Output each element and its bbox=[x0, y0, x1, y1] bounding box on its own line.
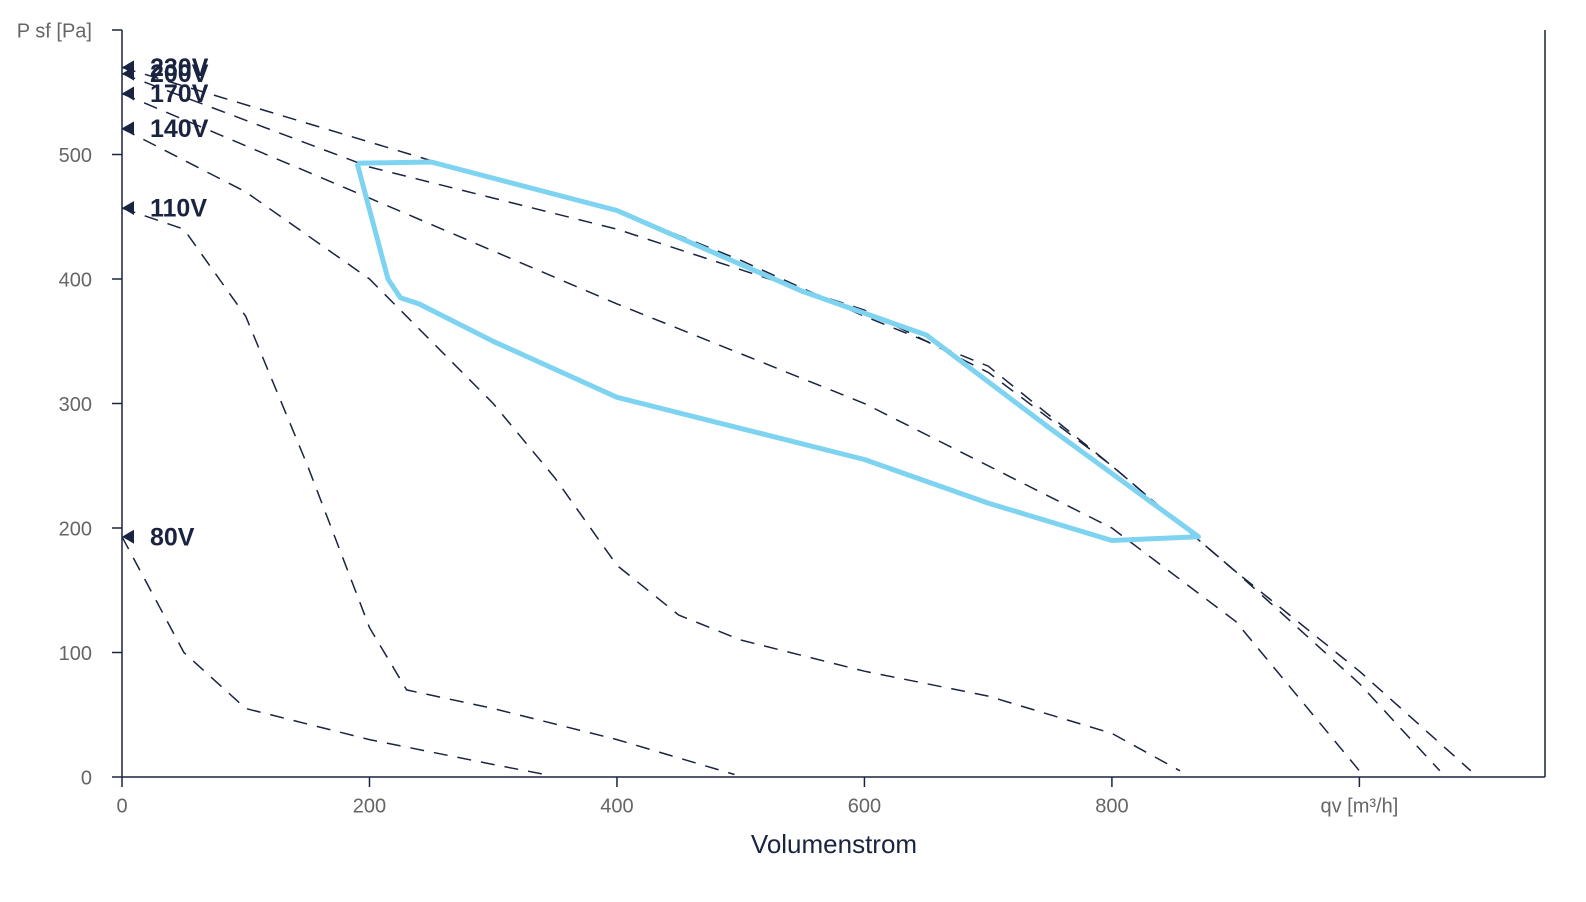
x-axis-label: Volumenstrom bbox=[751, 829, 917, 859]
curve-marker bbox=[122, 529, 134, 544]
curve-marker bbox=[122, 201, 134, 216]
y-tick-label: 400 bbox=[59, 269, 92, 291]
x-tick-label: 0 bbox=[116, 795, 127, 817]
curve-marker bbox=[122, 66, 134, 81]
curve-marker bbox=[122, 121, 134, 136]
y-tick-label: P sf [Pa] bbox=[17, 20, 92, 42]
x-tick-label: 600 bbox=[848, 795, 881, 817]
x-tick-label: 400 bbox=[600, 795, 633, 817]
curve-label: 200V bbox=[150, 60, 209, 88]
y-tick-label: 300 bbox=[59, 394, 92, 416]
curve-label: 110V bbox=[150, 195, 207, 223]
y-tick-label: 200 bbox=[59, 518, 92, 540]
x-tick-label: 200 bbox=[353, 795, 386, 817]
curve-label: 140V bbox=[150, 115, 209, 143]
curve-label: 80V bbox=[150, 523, 195, 551]
curve-label: 230V bbox=[150, 54, 209, 82]
fan-curve bbox=[121, 207, 735, 776]
y-tick-label: 100 bbox=[59, 643, 92, 665]
fan-curve bbox=[121, 72, 1441, 772]
x-tick-label: 800 bbox=[1095, 795, 1128, 817]
operating-area bbox=[354, 159, 1201, 543]
fan-curve bbox=[121, 92, 1360, 772]
curve-marker bbox=[122, 86, 134, 101]
fan-curve bbox=[121, 66, 1472, 772]
x-tick-label: qv [m³/h] bbox=[1320, 795, 1398, 817]
y-tick-label: 500 bbox=[59, 145, 92, 167]
curve-label: 170V bbox=[150, 80, 209, 108]
fan-curve bbox=[121, 127, 1181, 772]
y-tick-label: 0 bbox=[81, 767, 92, 789]
fan-curve bbox=[121, 536, 546, 776]
